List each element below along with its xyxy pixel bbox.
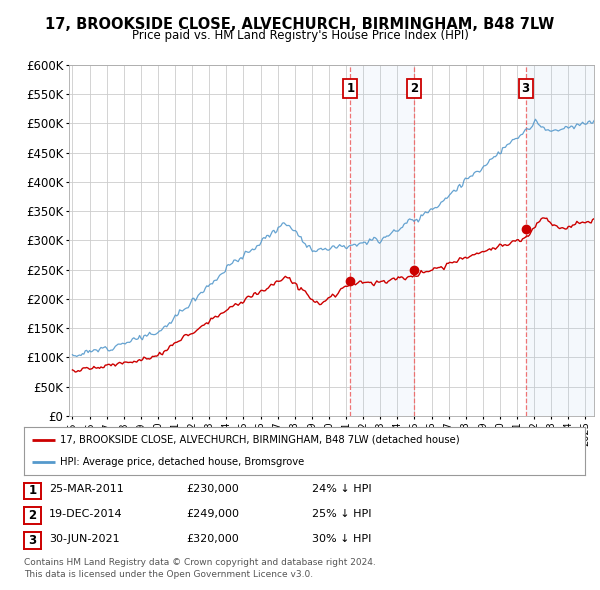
Text: 30-JUN-2021: 30-JUN-2021: [49, 534, 120, 544]
Text: 17, BROOKSIDE CLOSE, ALVECHURCH, BIRMINGHAM, B48 7LW (detached house): 17, BROOKSIDE CLOSE, ALVECHURCH, BIRMING…: [61, 435, 460, 445]
Text: 2: 2: [28, 509, 37, 522]
Text: £320,000: £320,000: [186, 534, 239, 544]
Text: Contains HM Land Registry data © Crown copyright and database right 2024.: Contains HM Land Registry data © Crown c…: [24, 558, 376, 566]
Text: 25-MAR-2011: 25-MAR-2011: [49, 484, 124, 494]
Text: £230,000: £230,000: [186, 484, 239, 494]
Text: £249,000: £249,000: [186, 509, 239, 519]
Bar: [350, 65, 414, 416]
Text: This data is licensed under the Open Government Licence v3.0.: This data is licensed under the Open Gov…: [24, 570, 313, 579]
Text: 2: 2: [410, 82, 418, 95]
Text: 3: 3: [28, 534, 37, 547]
Text: 24% ↓ HPI: 24% ↓ HPI: [312, 484, 371, 494]
Text: HPI: Average price, detached house, Bromsgrove: HPI: Average price, detached house, Brom…: [61, 457, 305, 467]
Text: 3: 3: [521, 82, 530, 95]
Bar: [526, 65, 594, 416]
Text: 19-DEC-2014: 19-DEC-2014: [49, 509, 123, 519]
Text: 1: 1: [28, 484, 37, 497]
Text: 25% ↓ HPI: 25% ↓ HPI: [312, 509, 371, 519]
Text: 30% ↓ HPI: 30% ↓ HPI: [312, 534, 371, 544]
Text: 17, BROOKSIDE CLOSE, ALVECHURCH, BIRMINGHAM, B48 7LW: 17, BROOKSIDE CLOSE, ALVECHURCH, BIRMING…: [46, 17, 554, 31]
Text: Price paid vs. HM Land Registry's House Price Index (HPI): Price paid vs. HM Land Registry's House …: [131, 30, 469, 42]
Text: 1: 1: [346, 82, 355, 95]
